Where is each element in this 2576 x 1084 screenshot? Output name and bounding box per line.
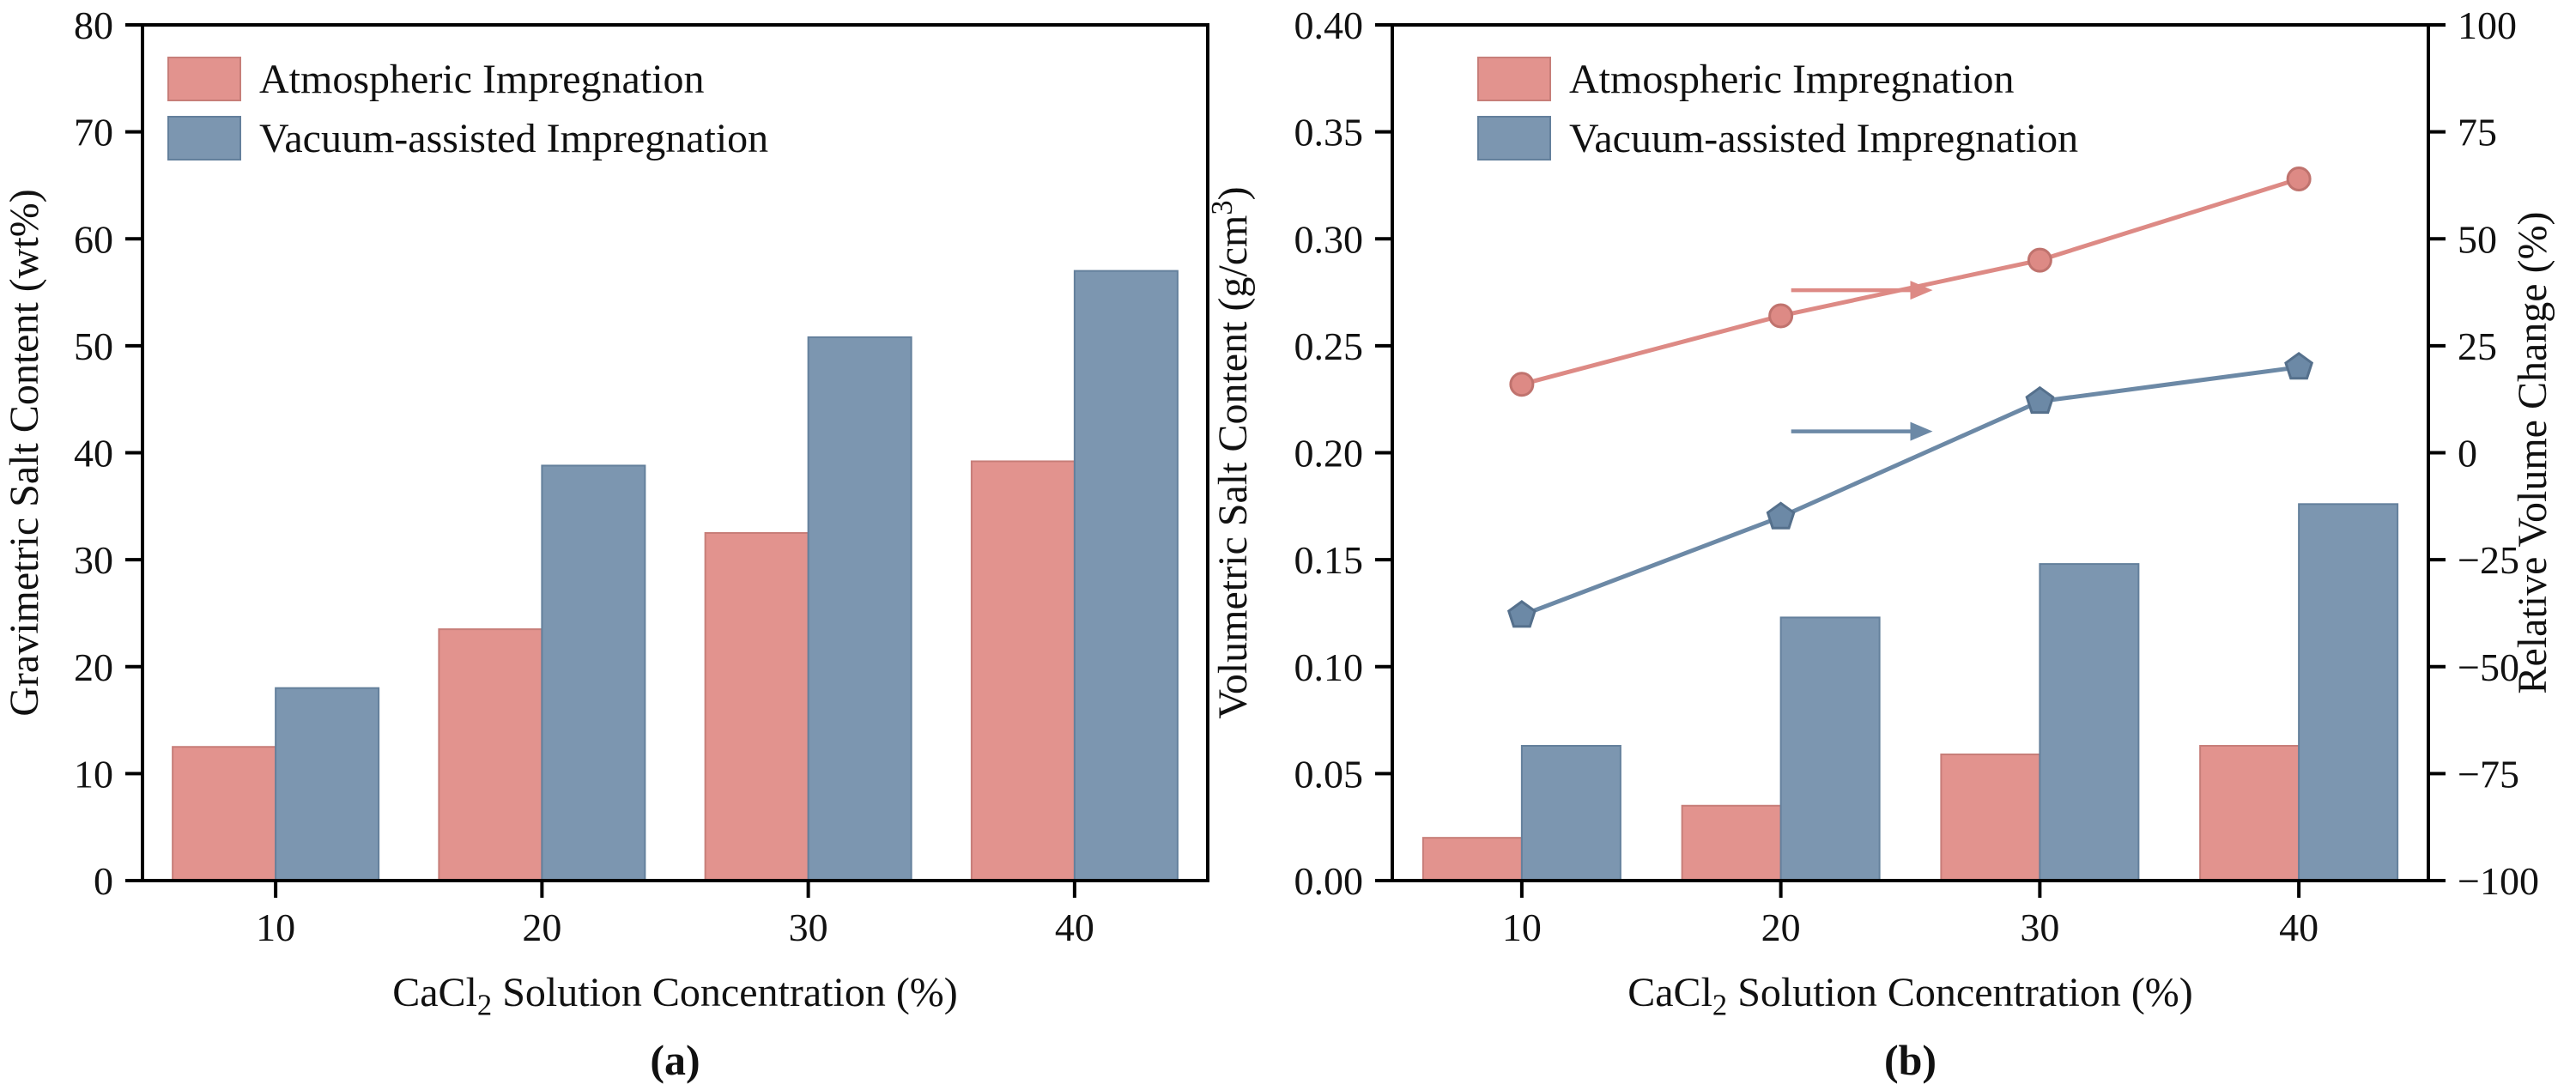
line (1520, 365, 2300, 618)
legend-label: Vacuum-assisted Impregnation (259, 116, 768, 161)
bar-series-vacuum (275, 269, 1179, 882)
y-tick-label: 0.00 (1294, 859, 1364, 903)
y2-tick-label: −25 (2458, 538, 2519, 582)
x-axis-title: CaCl2 Solution Concentration (%) (1627, 970, 2193, 1022)
legend-label: Atmospheric Impregnation (1569, 57, 2015, 102)
x-axis: 10 20 30 40 (1502, 881, 2318, 949)
circle-marker (2286, 166, 2312, 191)
bar (438, 628, 543, 881)
legend-swatch (167, 116, 241, 160)
bar-series-atmospheric (172, 460, 1076, 881)
y2-tick-label: 0 (2458, 432, 2477, 475)
y2-tick-label: −100 (2458, 859, 2539, 903)
y-tick-label: 0.20 (1294, 432, 1364, 475)
bar (172, 746, 277, 881)
bar-series-vacuum (1520, 503, 2399, 881)
legend-swatch (1477, 57, 1551, 101)
legend: Atmospheric Impregnation Vacuum-assisted … (167, 57, 768, 161)
y-tick-label: 0.25 (1294, 324, 1364, 368)
bar (2199, 744, 2300, 881)
y-tick-label: 30 (74, 538, 113, 582)
y2-tick-label: 100 (2458, 3, 2517, 47)
plot-frame (1391, 23, 2430, 882)
plot-frame (141, 23, 1209, 882)
y-tick-label: 60 (74, 217, 113, 261)
legend-swatch (167, 57, 241, 101)
y-tick-label: 0.15 (1294, 538, 1364, 582)
bar-series-atmospheric (1421, 744, 2300, 882)
y-tick-label: 70 (74, 111, 113, 154)
y2-tick-label: −75 (2458, 752, 2519, 796)
bar (2039, 563, 2140, 881)
panel-label: (b) (1884, 1036, 1937, 1084)
bar (1073, 269, 1179, 881)
y2-axis-title: Relative Volume Change (%) (2510, 211, 2555, 693)
bar (1421, 837, 1523, 882)
x-tick-label: 10 (1502, 905, 1542, 949)
y-axis-left: 0 10 20 30 40 50 60 70 80 (74, 3, 142, 903)
x-tick-label: 30 (789, 905, 828, 949)
bar (1940, 753, 2041, 881)
y2-tick-label: 25 (2458, 324, 2497, 368)
x-tick-label: 20 (522, 905, 561, 949)
line-series-vacuum (1506, 351, 2314, 628)
y-axis-left: 0.00 0.05 0.10 0.15 0.20 0.25 0.30 0.35 0.40 (1294, 3, 1392, 903)
bar (807, 336, 912, 881)
legend-swatch (1477, 116, 1551, 160)
pentagon-marker (1506, 600, 1537, 628)
pentagon-marker (2284, 351, 2314, 380)
panel-a: 0 10 20 30 40 50 60 70 80 10 20 30 40 Atmospheric Imp… (2, 3, 1209, 1084)
panel-b: 0.00 0.05 0.10 0.15 0.20 0.25 0.30 0.35 0.40 −100… (1206, 3, 2555, 1084)
y-tick-label: 0.05 (1294, 752, 1364, 796)
y-tick-label: 80 (74, 3, 113, 47)
y2-tick-label: 50 (2458, 217, 2497, 261)
y-tick-label: 0.35 (1294, 111, 1364, 154)
y-tick-label: 0.40 (1294, 3, 1364, 47)
y-tick-label: 0.10 (1294, 645, 1364, 689)
y-tick-label: 0 (94, 859, 113, 903)
y-axis-title: Volumetric Salt Content (g/cm3) (1206, 186, 1256, 718)
pentagon-marker (1766, 501, 1796, 530)
axis-indicator-arrow (1791, 421, 1933, 441)
circle-marker (1768, 303, 1794, 329)
arrow-head-icon (1910, 281, 1933, 300)
y-tick-label: 20 (74, 645, 113, 689)
pentagon-marker (2025, 385, 2055, 415)
arrow-head-icon (1910, 421, 1933, 441)
circle-marker (1509, 372, 1535, 397)
x-tick-label: 30 (2020, 905, 2059, 949)
bar (1779, 616, 1881, 881)
bar (1520, 744, 1621, 881)
bar (541, 464, 646, 882)
y-tick-label: 40 (74, 432, 113, 475)
y-axis-right: −100 −75 −50 −25 0 25 50 75 100 (2428, 3, 2539, 903)
bar (1681, 804, 1782, 882)
legend-label: Vacuum-assisted Impregnation (1569, 116, 2078, 161)
y-axis-title: Gravimetric Salt Content (wt%) (2, 189, 47, 717)
y2-tick-label: −50 (2458, 645, 2519, 689)
x-tick-label: 40 (2279, 905, 2318, 949)
circle-marker (2027, 247, 2052, 273)
y2-tick-label: 75 (2458, 111, 2497, 154)
x-tick-label: 10 (256, 905, 295, 949)
y-tick-label: 50 (74, 324, 113, 368)
x-axis: 10 20 30 40 (256, 881, 1094, 949)
legend: Atmospheric Impregnation Vacuum-assisted … (1477, 57, 2078, 161)
panel-label: (a) (650, 1036, 700, 1084)
axis-indicator-arrow (1791, 281, 1933, 300)
x-tick-label: 40 (1055, 905, 1094, 949)
bar (275, 687, 380, 881)
x-axis-title: CaCl2 Solution Concentration (%) (392, 970, 958, 1022)
bar (704, 531, 809, 881)
x-tick-label: 20 (1761, 905, 1801, 949)
bar (970, 460, 1076, 881)
y-tick-label: 10 (74, 752, 113, 796)
legend-label: Atmospheric Impregnation (259, 57, 705, 102)
y-tick-label: 0.30 (1294, 217, 1364, 261)
bar (2298, 503, 2399, 881)
